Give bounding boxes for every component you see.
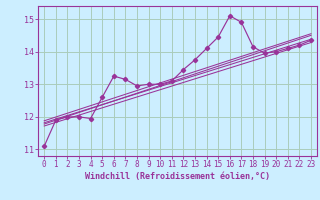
X-axis label: Windchill (Refroidissement éolien,°C): Windchill (Refroidissement éolien,°C) <box>85 172 270 181</box>
